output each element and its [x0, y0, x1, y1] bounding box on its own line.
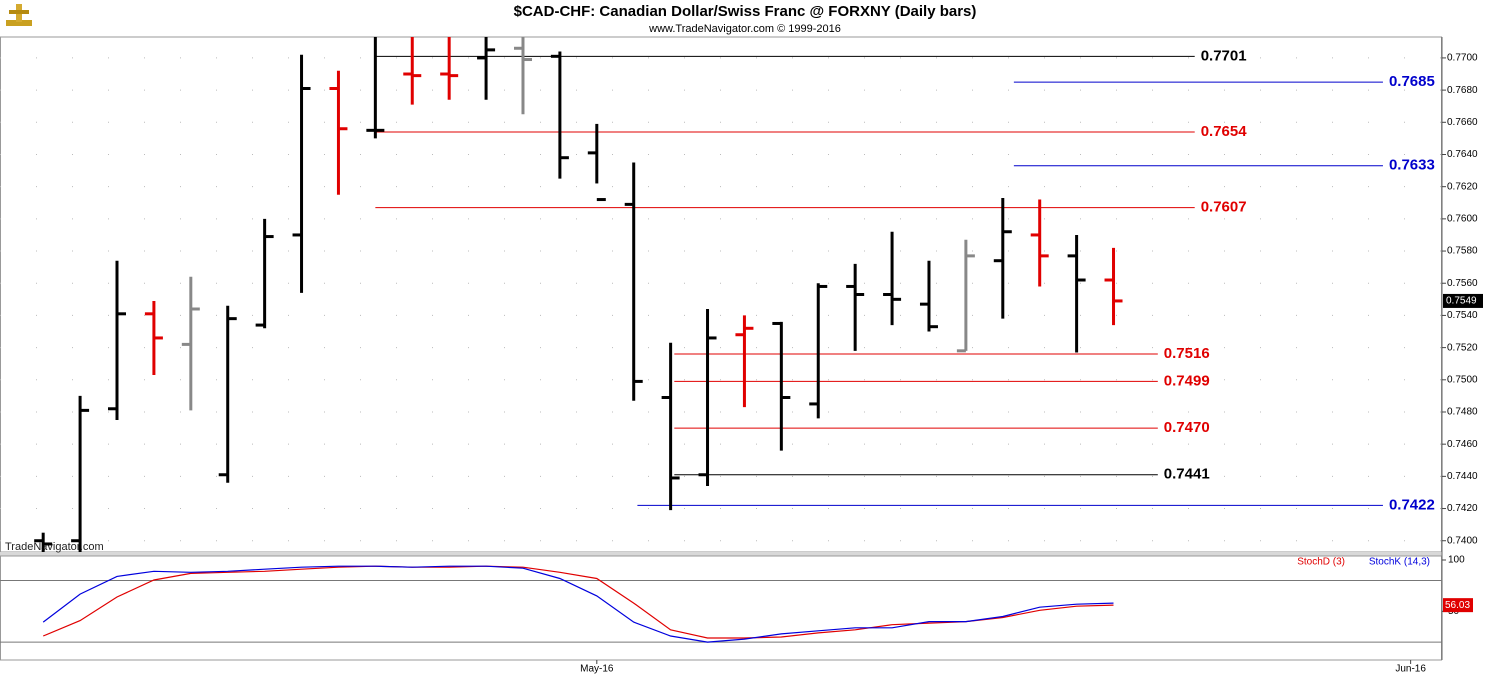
- y-tick-label: 100: [1448, 555, 1465, 566]
- y-tick-label: 0.7520: [1447, 342, 1478, 353]
- bars: [34, 37, 1383, 552]
- level-label: 0.7422: [1389, 496, 1435, 513]
- y-tick-label: 0.7600: [1447, 214, 1478, 225]
- y-tick-label: 0.7640: [1447, 149, 1478, 160]
- y-tick-label: 0.7660: [1447, 117, 1478, 128]
- level-label: 0.7499: [1164, 372, 1210, 389]
- stoch-line: [42, 565, 1114, 643]
- panel-divider: [0, 552, 1442, 556]
- y-tick-label: 0.7620: [1447, 181, 1478, 192]
- y-tick-label: 0.7440: [1447, 471, 1478, 482]
- legend-label: StochD (3): [1297, 557, 1345, 568]
- level-label: 0.7633: [1389, 157, 1435, 174]
- y-tick-label: 0.7460: [1447, 439, 1478, 450]
- watermark: TradeNavigator.com: [5, 541, 104, 553]
- stoch-line: [42, 565, 1114, 639]
- y-tick-label: 0.7700: [1447, 53, 1478, 64]
- level-label: 0.7470: [1164, 419, 1210, 436]
- y-tick-label: 0.7400: [1447, 535, 1478, 546]
- y-tick-label: 0.7680: [1447, 85, 1478, 96]
- y-tick-label: 0.7420: [1447, 503, 1478, 514]
- level-label: 0.7441: [1164, 466, 1210, 483]
- x-tick-label: Jun-16: [1395, 664, 1426, 675]
- y-tick-label: 0.7480: [1447, 407, 1478, 418]
- level-label: 0.7607: [1201, 199, 1247, 216]
- level-label: 0.7516: [1164, 345, 1210, 362]
- chart-subtitle: www.TradeNavigator.com © 1999-2016: [648, 23, 841, 35]
- y-tick-label: 0.7540: [1447, 310, 1478, 321]
- level-label: 0.7654: [1201, 123, 1248, 140]
- last-value-box: [1443, 598, 1473, 613]
- y-tick-label: 0.7580: [1447, 246, 1478, 257]
- y-tick-label: 0.7560: [1447, 278, 1478, 289]
- level-label: 0.7685: [1389, 73, 1435, 90]
- chart-title: $CAD-CHF: Canadian Dollar/Swiss Franc @ …: [514, 3, 977, 20]
- price-panel: [0, 36, 1442, 553]
- x-tick-label: May-16: [580, 664, 614, 675]
- legend-label: StochK (14,3): [1369, 557, 1430, 568]
- last-value-label: 56.03: [1445, 600, 1470, 611]
- last-price-box: [1443, 293, 1483, 308]
- logo: [6, 4, 32, 26]
- stoch-panel: [0, 555, 1442, 661]
- y-tick-label: 0.7500: [1447, 374, 1478, 385]
- level-label: 0.7701: [1201, 47, 1247, 64]
- last-price-label: 0.7549: [1446, 296, 1477, 307]
